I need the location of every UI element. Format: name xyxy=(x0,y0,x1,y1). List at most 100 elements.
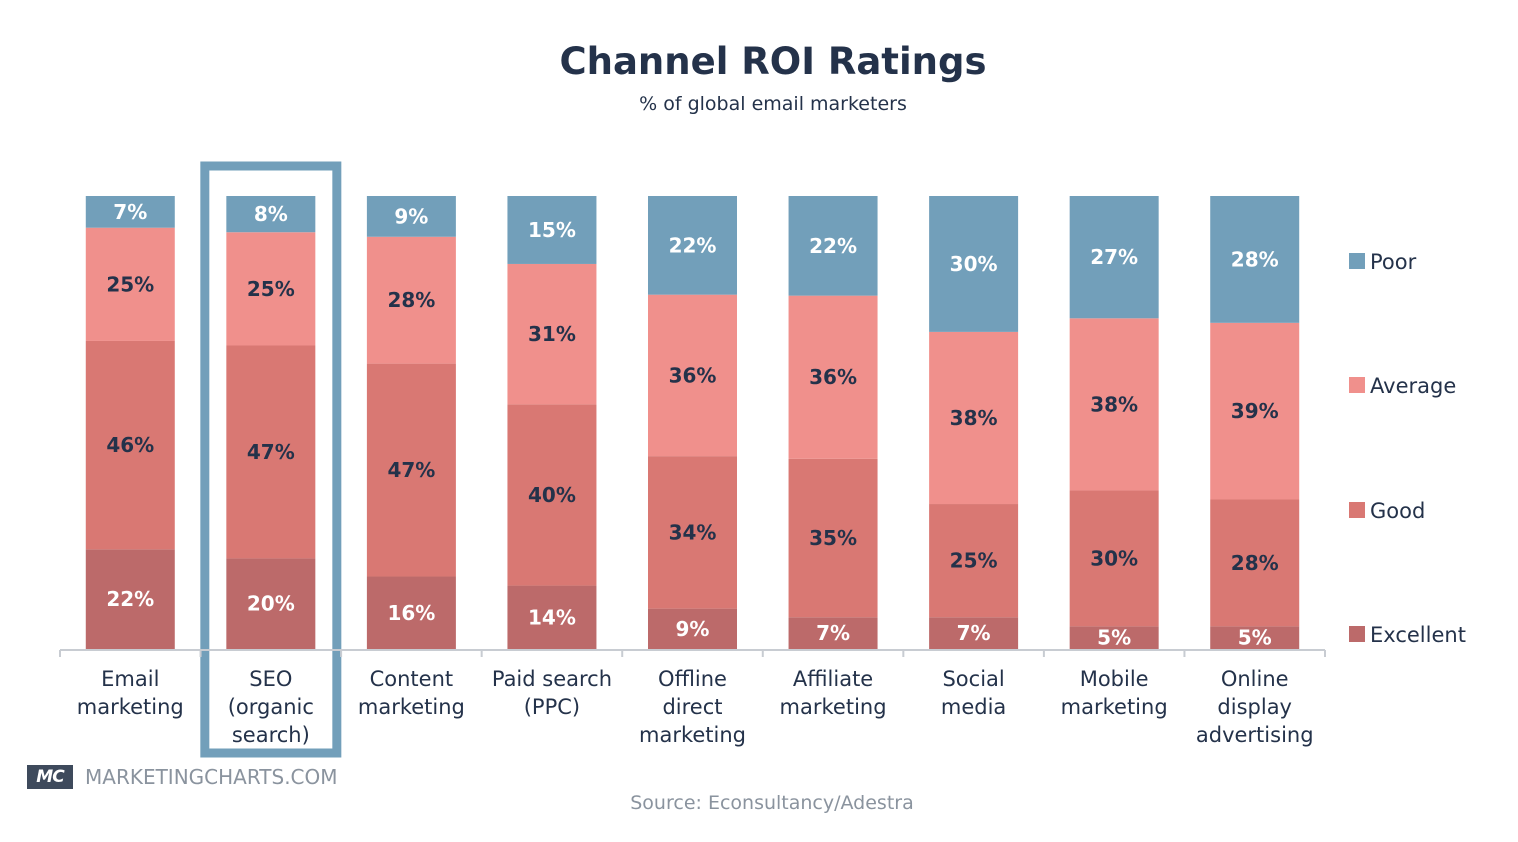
bar-segment-average xyxy=(788,295,878,459)
legend-label: Average xyxy=(1370,374,1456,398)
data-label: 40% xyxy=(528,483,576,507)
legend-swatch-good xyxy=(1349,502,1365,518)
bar-segment-excellent xyxy=(788,617,878,649)
data-label: 27% xyxy=(1090,245,1138,269)
data-label: 35% xyxy=(809,526,857,550)
data-label: 7% xyxy=(957,621,991,645)
bar-segment-poor xyxy=(1210,196,1300,323)
bar-segment-good xyxy=(788,458,878,618)
bar-segment-good xyxy=(507,404,597,586)
data-label: 25% xyxy=(106,272,154,296)
data-label: 22% xyxy=(809,234,857,258)
category-label: (PPC) xyxy=(524,695,580,719)
branding-site: MARKETINGCHARTS.COM xyxy=(85,765,338,789)
bar-segment-good xyxy=(648,456,737,609)
bar-segment-average xyxy=(1210,322,1300,500)
bar-segment-poor xyxy=(1069,196,1159,319)
data-label: 16% xyxy=(387,601,435,625)
legend-label: Good xyxy=(1370,499,1425,523)
bar-segment-excellent xyxy=(85,549,175,649)
bar-segment-excellent xyxy=(507,585,597,649)
bar-segment-poor xyxy=(85,196,175,228)
chart-title: Channel ROI Ratings xyxy=(559,40,987,83)
legend-swatch-excellent xyxy=(1349,626,1365,642)
data-label: 5% xyxy=(1238,626,1272,650)
data-label: 9% xyxy=(394,204,428,228)
data-label: 36% xyxy=(669,363,717,387)
category-label: advertising xyxy=(1196,723,1314,747)
bar-segment-excellent xyxy=(929,617,1019,649)
legend-label: Poor xyxy=(1370,250,1417,274)
category-label: marketing xyxy=(358,695,465,719)
data-label: 39% xyxy=(1231,399,1279,423)
data-label: 22% xyxy=(106,587,154,611)
legend-swatch-average xyxy=(1349,377,1365,393)
category-label: marketing xyxy=(639,723,746,747)
bar-segment-average xyxy=(85,227,175,341)
category-label: marketing xyxy=(780,695,887,719)
data-label: 28% xyxy=(1231,247,1279,271)
data-label: 28% xyxy=(387,288,435,312)
bar-segment-good xyxy=(1210,499,1300,627)
category-label: marketing xyxy=(77,695,184,719)
data-label: 30% xyxy=(1090,546,1138,570)
data-label: 38% xyxy=(1090,392,1138,416)
bar-segment-poor xyxy=(788,196,878,296)
bar-segment-excellent xyxy=(648,608,737,649)
data-label: 47% xyxy=(247,440,295,464)
data-label: 7% xyxy=(113,200,147,224)
category-label: Email xyxy=(101,667,159,691)
data-label: 9% xyxy=(676,617,710,641)
bar-segment-average xyxy=(507,263,597,405)
data-label: 22% xyxy=(669,233,717,257)
bar-segment-excellent xyxy=(1210,626,1300,649)
bar-segment-poor xyxy=(507,196,597,264)
bar-segment-poor xyxy=(648,196,737,295)
data-label: 25% xyxy=(247,277,295,301)
category-label: Mobile xyxy=(1080,667,1149,691)
data-label: 38% xyxy=(950,406,998,430)
branding: MC MARKETINGCHARTS.COM xyxy=(27,765,338,789)
legend-label: Excellent xyxy=(1370,623,1466,647)
data-label: 7% xyxy=(816,621,850,645)
category-label: Paid search xyxy=(492,667,612,691)
category-label: display xyxy=(1217,695,1292,719)
category-label: SEO xyxy=(249,667,292,691)
data-label: 8% xyxy=(254,202,288,226)
bar-segment-excellent xyxy=(226,558,316,649)
bar-segment-poor xyxy=(366,196,456,237)
category-label: (organic xyxy=(228,695,314,719)
data-label: 47% xyxy=(387,458,435,482)
data-label: 31% xyxy=(528,322,576,346)
bar-segment-poor xyxy=(929,196,1019,332)
category-label: Offline xyxy=(658,667,727,691)
data-label: 15% xyxy=(528,218,576,242)
category-label: media xyxy=(941,695,1006,719)
highlight-box xyxy=(200,161,342,758)
data-label: 36% xyxy=(809,365,857,389)
bar-segment-poor xyxy=(226,196,316,233)
category-label: Affiliate xyxy=(793,667,873,691)
data-label: 5% xyxy=(1097,626,1131,650)
data-label: 25% xyxy=(950,549,998,573)
data-label: 34% xyxy=(669,520,717,544)
category-label: Social xyxy=(942,667,1004,691)
bar-segment-good xyxy=(1069,490,1159,627)
bar-segment-average xyxy=(929,331,1019,505)
category-label: marketing xyxy=(1061,695,1168,719)
bar-segment-average xyxy=(1069,318,1159,491)
category-label: direct xyxy=(662,695,722,719)
category-label: Content xyxy=(370,667,454,691)
chart-subtitle: % of global email marketers xyxy=(639,93,907,115)
category-label: Online xyxy=(1221,667,1289,691)
data-label: 20% xyxy=(247,592,295,616)
data-label: 30% xyxy=(950,252,998,276)
bar-segment-average xyxy=(648,294,737,457)
data-label: 14% xyxy=(528,605,576,629)
bar-segment-average xyxy=(226,232,316,346)
bar-segment-excellent xyxy=(366,576,456,649)
bar-segment-excellent xyxy=(1069,626,1159,649)
category-label: search) xyxy=(232,723,310,747)
bar-segment-average xyxy=(366,236,456,364)
bar-segment-good xyxy=(226,345,316,559)
